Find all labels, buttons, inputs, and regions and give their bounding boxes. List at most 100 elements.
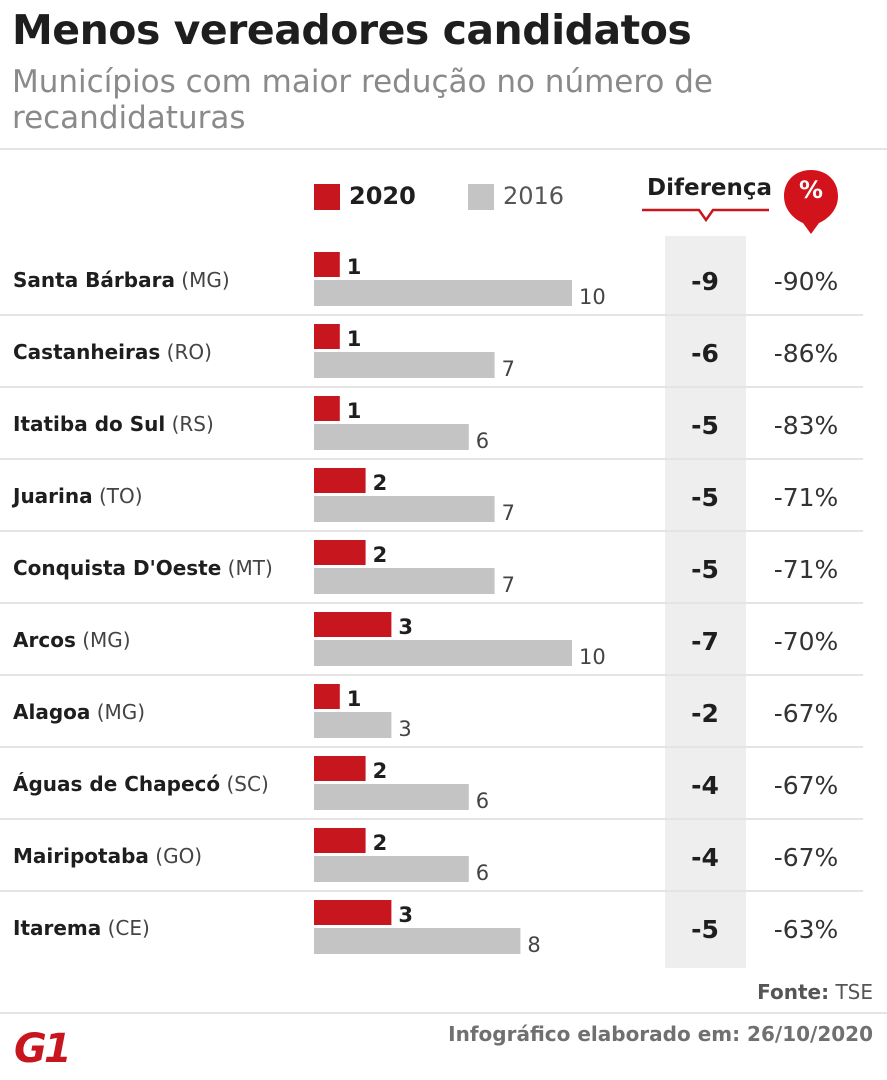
bar-2020-value: 3 xyxy=(398,903,413,927)
category-label: Itatiba do Sul (RS) xyxy=(13,412,214,436)
category-label: Itarema (CE) xyxy=(13,916,150,940)
bar-2020-value: 1 xyxy=(347,327,362,351)
bar-2016-value: 7 xyxy=(502,573,515,597)
g1-logo: G1 xyxy=(14,1026,70,1066)
bar-2020 xyxy=(314,900,392,925)
percent-value: -67% xyxy=(774,843,839,872)
category-label: Juarina (TO) xyxy=(11,484,143,508)
difference-header-underline xyxy=(642,208,769,223)
bar-2020-value: 2 xyxy=(373,831,388,855)
source-line: Fonte: TSE xyxy=(757,980,873,1004)
category-name: Itatiba do Sul xyxy=(13,412,165,436)
chart-title: Menos vereadores candidatos xyxy=(12,6,692,54)
category-label: Águas de Chapecó (SC) xyxy=(13,772,269,796)
footer-divider xyxy=(0,1012,887,1014)
category-state: (RS) xyxy=(165,412,214,436)
legend-2020-swatch xyxy=(314,184,340,210)
bar-2016 xyxy=(314,784,469,810)
difference-column-header: Diferença xyxy=(647,175,773,201)
difference-value: -2 xyxy=(691,699,719,728)
category-label: Alagoa (MG) xyxy=(13,700,145,724)
category-state: (TO) xyxy=(93,484,143,508)
bar-2016-value: 6 xyxy=(476,429,489,453)
svg-text:G1: G1 xyxy=(14,1026,69,1066)
category-state: (GO) xyxy=(149,844,202,868)
bar-chart: Santa Bárbara (MG) 1 10 -9 -90% Castanheiras … xyxy=(0,252,863,957)
difference-value: -5 xyxy=(691,483,719,512)
bar-2016 xyxy=(314,856,469,882)
percent-value: -71% xyxy=(774,555,839,584)
bar-2016-value: 7 xyxy=(502,501,515,525)
category-label: Conquista D'Oeste (MT) xyxy=(13,556,273,580)
bar-2020-value: 2 xyxy=(373,543,388,567)
category-label: Santa Bárbara (MG) xyxy=(13,268,230,292)
percent-value: -90% xyxy=(774,267,839,296)
difference-value: -9 xyxy=(691,267,719,296)
legend-2020-label: 2020 xyxy=(349,182,416,210)
bar-2020 xyxy=(314,540,366,565)
chart-subtitle: Municípios com maior redução no número d… xyxy=(12,64,713,136)
category-name: Castanheiras xyxy=(13,340,160,364)
bar-2020 xyxy=(314,756,366,781)
bar-2020 xyxy=(314,684,340,709)
bar-2020 xyxy=(314,828,366,853)
category-label: Castanheiras (RO) xyxy=(13,340,212,364)
bar-2016-value: 6 xyxy=(476,789,489,813)
bar-2016 xyxy=(314,712,392,738)
category-name: Alagoa xyxy=(13,700,90,724)
header-divider xyxy=(0,148,887,150)
difference-value: -5 xyxy=(691,915,719,944)
category-name: Conquista D'Oeste xyxy=(13,556,221,580)
bar-2020 xyxy=(314,396,340,421)
bar-2016 xyxy=(314,928,521,954)
category-state: (MT) xyxy=(221,556,272,580)
category-state: (RO) xyxy=(160,340,212,364)
bar-2016 xyxy=(314,640,572,666)
percent-badge-icon xyxy=(784,170,838,234)
bar-2020-value: 1 xyxy=(347,399,362,423)
bar-2016-value: 7 xyxy=(502,357,515,381)
source-label: Fonte: xyxy=(757,980,830,1004)
percent-value: -67% xyxy=(774,699,839,728)
difference-value: -4 xyxy=(691,843,719,872)
bar-2020 xyxy=(314,324,340,349)
category-state: (MG) xyxy=(76,628,131,652)
percent-column-header: % xyxy=(798,176,824,204)
category-name: Águas de Chapecó xyxy=(13,772,220,796)
bar-2020 xyxy=(314,252,340,277)
bar-2016 xyxy=(314,424,469,450)
bar-2020-value: 3 xyxy=(398,615,413,639)
percent-value: -67% xyxy=(774,771,839,800)
bar-2020-value: 2 xyxy=(373,759,388,783)
category-state: (CE) xyxy=(101,916,150,940)
category-name: Arcos xyxy=(13,628,76,652)
percent-value: -86% xyxy=(774,339,839,368)
category-label: Mairipotaba (GO) xyxy=(13,844,202,868)
percent-value: -71% xyxy=(774,483,839,512)
bar-2016-value: 10 xyxy=(579,285,606,309)
bar-2016-value: 3 xyxy=(398,717,411,741)
bar-2016 xyxy=(314,568,495,594)
category-name: Santa Bárbara xyxy=(13,268,175,292)
difference-value: -7 xyxy=(691,627,719,656)
difference-value: -6 xyxy=(691,339,719,368)
bar-2016-value: 6 xyxy=(476,861,489,885)
bar-2020-value: 2 xyxy=(373,471,388,495)
difference-value: -5 xyxy=(691,411,719,440)
bar-2016 xyxy=(314,352,495,378)
difference-value: -4 xyxy=(691,771,719,800)
legend-2016-label: 2016 xyxy=(503,182,565,210)
category-name: Mairipotaba xyxy=(13,844,149,868)
category-label: Arcos (MG) xyxy=(13,628,131,652)
category-name: Itarema xyxy=(13,916,101,940)
legend-2016-swatch xyxy=(468,184,494,210)
bar-2016-value: 10 xyxy=(579,645,606,669)
category-name: Juarina xyxy=(11,484,93,508)
percent-value: -63% xyxy=(774,915,839,944)
bar-2016 xyxy=(314,496,495,522)
bar-2020-value: 1 xyxy=(347,687,362,711)
bar-2020 xyxy=(314,612,392,637)
difference-value: -5 xyxy=(691,555,719,584)
category-state: (MG) xyxy=(90,700,145,724)
percent-value: -83% xyxy=(774,411,839,440)
